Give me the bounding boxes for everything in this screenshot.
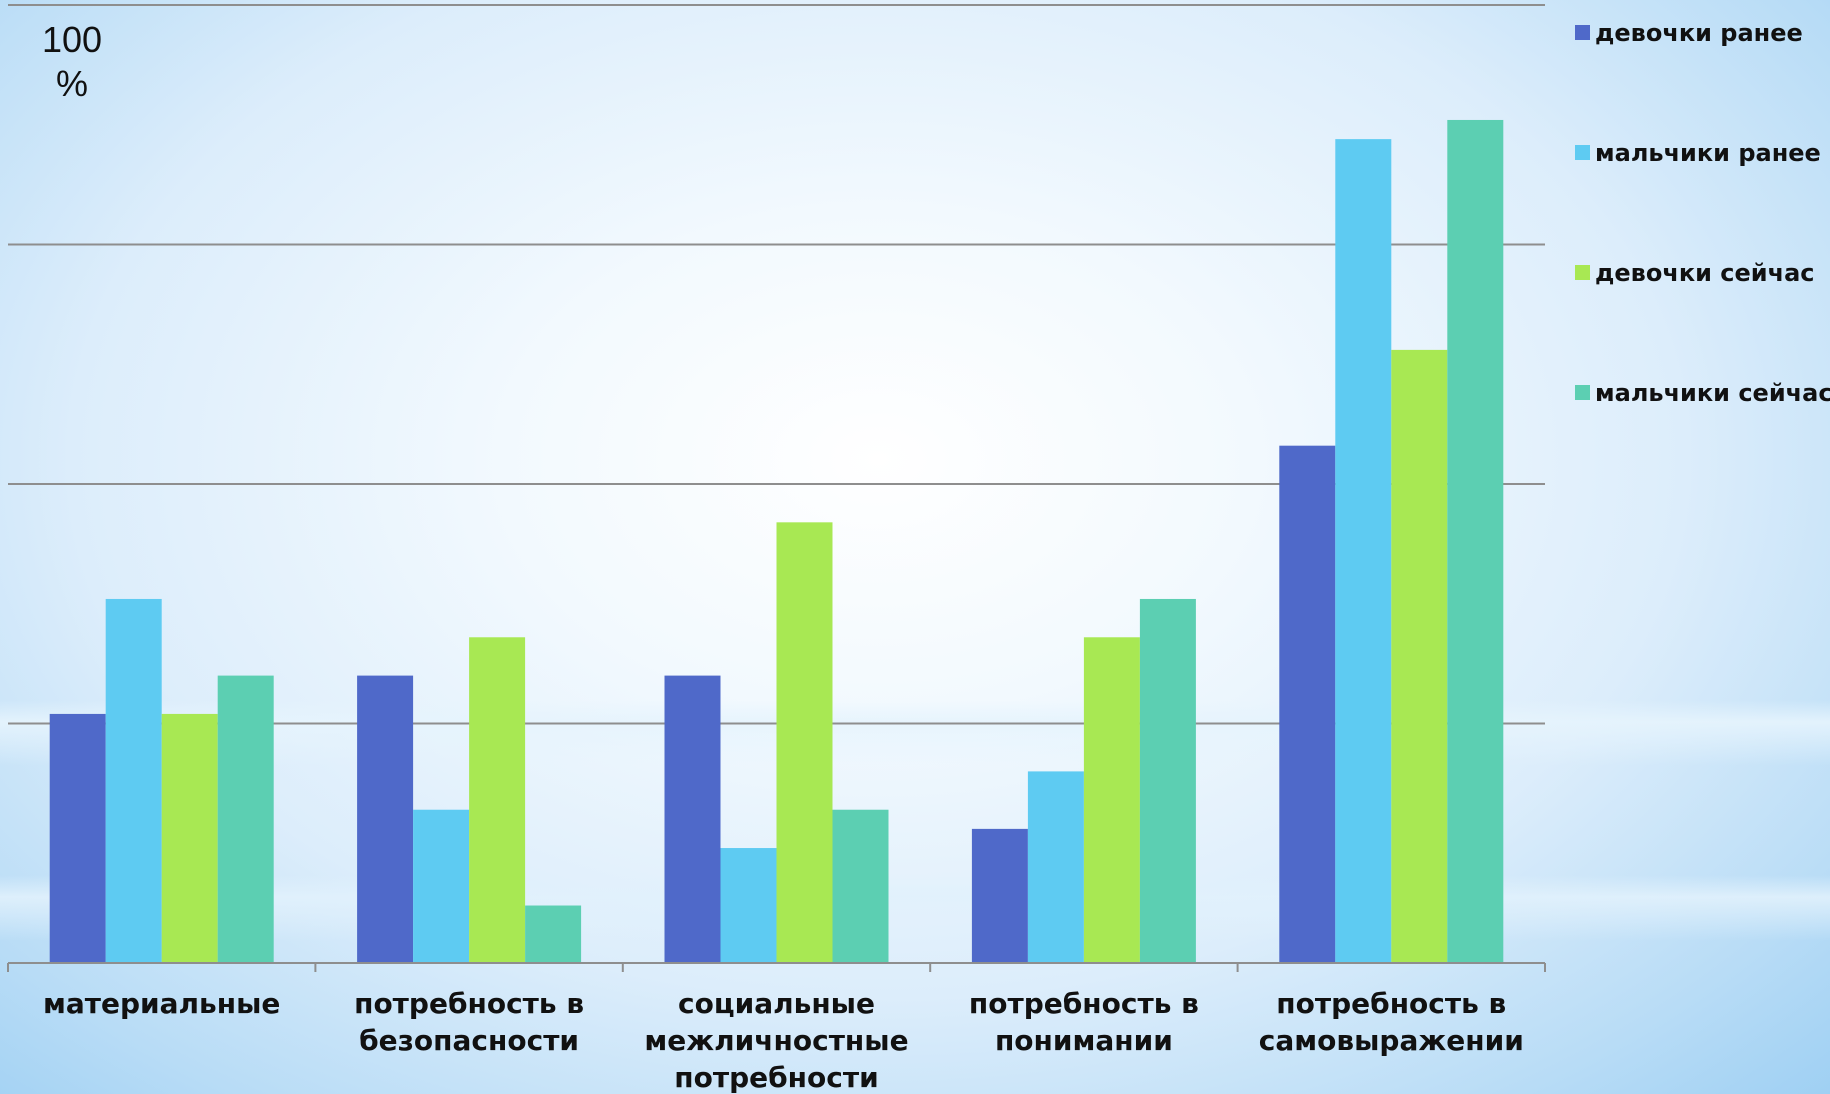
category-label: потребность в самовыражении bbox=[1259, 987, 1524, 1057]
bar bbox=[1391, 349, 1448, 963]
legend-swatch bbox=[1575, 25, 1590, 40]
bar bbox=[1335, 139, 1392, 963]
category-label: социальные межличностные потребности bbox=[644, 987, 908, 1094]
bar bbox=[469, 637, 526, 963]
bar bbox=[49, 713, 106, 963]
category-label: потребность в безопасности bbox=[354, 987, 584, 1057]
category-label: потребность в понимании bbox=[969, 987, 1199, 1057]
bars bbox=[49, 119, 1504, 963]
bar bbox=[525, 905, 582, 963]
bar bbox=[413, 809, 470, 963]
legend-label: мальчики ранее bbox=[1595, 139, 1821, 167]
bar bbox=[1447, 119, 1504, 963]
legend-label: мальчики сейчас bbox=[1595, 379, 1830, 407]
legend: девочки ранее мальчики ранее девочки сейча… bbox=[1575, 19, 1830, 407]
bar bbox=[664, 675, 721, 963]
legend-label: девочки сейчас bbox=[1595, 259, 1815, 287]
category-labels: материальные потребность в безопасности соц… bbox=[43, 987, 1524, 1094]
bar bbox=[217, 675, 274, 963]
bar bbox=[1139, 598, 1196, 963]
bar bbox=[720, 848, 777, 963]
category-label: материальные bbox=[43, 987, 280, 1020]
bar bbox=[776, 522, 833, 963]
x-axis bbox=[7, 962, 1546, 972]
y-axis-label: 100% bbox=[42, 19, 102, 104]
legend-swatch bbox=[1575, 145, 1590, 160]
legend-label: девочки ранее bbox=[1595, 19, 1803, 47]
bar bbox=[832, 809, 889, 963]
legend-swatch bbox=[1575, 265, 1590, 280]
bar bbox=[1083, 637, 1140, 963]
bar bbox=[161, 713, 218, 963]
bar bbox=[105, 598, 162, 963]
bar bbox=[1279, 445, 1336, 963]
bar bbox=[971, 828, 1028, 963]
legend-swatch bbox=[1575, 385, 1590, 400]
bar bbox=[357, 675, 414, 963]
bar bbox=[1027, 771, 1084, 963]
